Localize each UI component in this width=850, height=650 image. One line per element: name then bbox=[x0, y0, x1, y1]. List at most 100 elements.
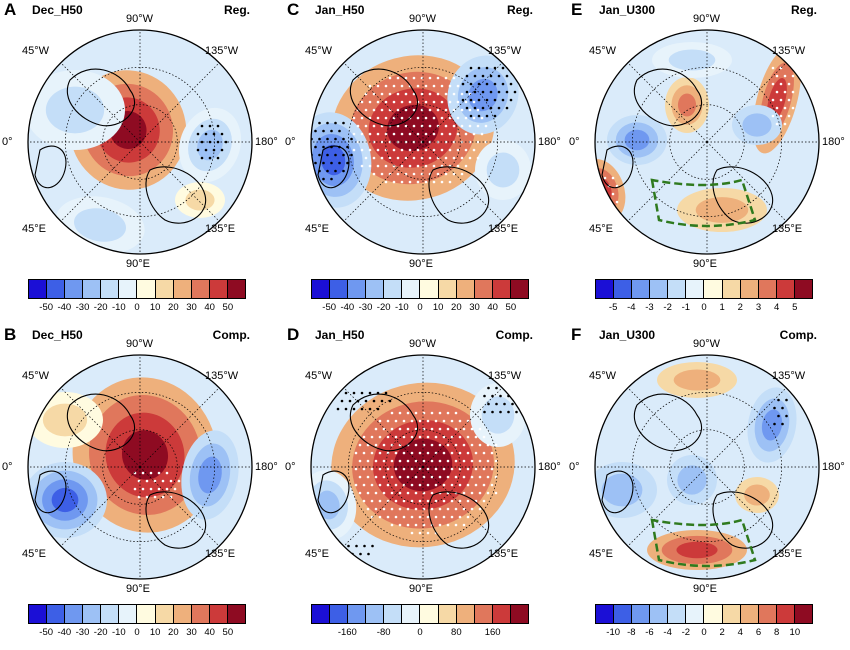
longitude-label: 90°W bbox=[409, 338, 437, 350]
colorbar-swatch bbox=[456, 605, 475, 623]
colorbar-swatch bbox=[191, 605, 210, 623]
colorbar-swatch bbox=[614, 280, 633, 298]
colorbar-swatch bbox=[492, 280, 511, 298]
panel-letter: D bbox=[287, 325, 300, 344]
colorbar-tick-label: 1 bbox=[719, 302, 725, 313]
anomaly-contour bbox=[677, 465, 707, 495]
colorbar-swatch bbox=[119, 605, 138, 623]
longitude-label: 180° bbox=[822, 461, 845, 473]
colorbar-tick-label: 0 bbox=[701, 627, 707, 638]
colorbar bbox=[28, 604, 246, 624]
colorbar-swatch bbox=[402, 280, 421, 298]
colorbar-tick-label: 20 bbox=[168, 627, 179, 638]
colorbar-swatch bbox=[366, 605, 385, 623]
colorbar-tick-label: -4 bbox=[627, 302, 636, 313]
colorbar-swatch bbox=[209, 280, 228, 298]
colorbar-swatch bbox=[312, 605, 331, 623]
colorbar-tick-label: -20 bbox=[93, 302, 108, 313]
colorbar-tick-label: 10 bbox=[149, 302, 161, 313]
colorbar-swatch bbox=[614, 605, 633, 623]
colorbar-tick-label: -10 bbox=[111, 302, 126, 313]
longitude-label: 45°E bbox=[305, 548, 329, 560]
colorbar-swatch bbox=[596, 280, 615, 298]
longitude-label: 180° bbox=[538, 136, 561, 148]
longitude-label: 45°W bbox=[305, 370, 333, 382]
colorbar-tick-label: 2 bbox=[737, 302, 743, 313]
colorbar-swatch bbox=[65, 605, 84, 623]
colorbar-tick-label: 5 bbox=[792, 302, 798, 313]
colorbar-swatch bbox=[740, 280, 759, 298]
coastline bbox=[34, 68, 207, 224]
anomaly-contour bbox=[320, 144, 346, 176]
colorbar-tick-label: -5 bbox=[608, 302, 618, 313]
anomaly-contour bbox=[668, 49, 716, 71]
colorbar-swatch bbox=[47, 605, 66, 623]
panel-method-label: Reg. bbox=[790, 3, 817, 17]
colorbar-swatch bbox=[83, 280, 102, 298]
anomaly-contour bbox=[677, 93, 697, 117]
panel-method-label: Comp. bbox=[495, 328, 533, 342]
colorbar-tick-label: 10 bbox=[432, 302, 444, 313]
colorbar-swatch bbox=[686, 605, 705, 623]
colorbar-swatch bbox=[668, 605, 687, 623]
colorbar-tick-label: 2 bbox=[719, 627, 725, 638]
colorbar-swatch bbox=[510, 605, 528, 623]
colorbar-swatch bbox=[668, 280, 687, 298]
colorbar bbox=[311, 279, 529, 299]
colorbar-swatch bbox=[596, 605, 615, 623]
colorbar-tick-label: -40 bbox=[340, 302, 355, 313]
anomaly-contour bbox=[742, 113, 772, 137]
colorbar-tick-label: 40 bbox=[204, 302, 215, 313]
longitude-label: 135°E bbox=[205, 223, 236, 235]
longitude-label: 45°E bbox=[22, 223, 46, 235]
colorbar-swatch bbox=[402, 605, 421, 623]
colorbar-swatch bbox=[312, 280, 331, 298]
colorbar-tick-label: 40 bbox=[204, 627, 215, 638]
colorbar-swatch bbox=[227, 280, 245, 298]
colorbar-tick-label: 80 bbox=[451, 627, 462, 638]
sector-box bbox=[650, 178, 757, 228]
colorbar-swatch bbox=[119, 280, 138, 298]
polar-map bbox=[594, 29, 820, 255]
colorbar-swatch bbox=[420, 605, 439, 623]
longitude-label: 45°E bbox=[589, 548, 613, 560]
coastline bbox=[34, 393, 207, 549]
panel-f: F Jan_U300 Comp. 90°W 45°W 135°W 0° 180° 45°E 135… bbox=[567, 325, 847, 650]
colorbar-tick-label: 30 bbox=[186, 302, 197, 313]
coastline bbox=[317, 393, 490, 549]
colorbar-swatch bbox=[510, 280, 528, 298]
longitude-label: 45°W bbox=[589, 45, 617, 57]
anomaly-contour bbox=[198, 456, 222, 494]
colorbar-swatch bbox=[137, 280, 156, 298]
colorbar bbox=[28, 279, 246, 299]
colorbar-tick-label: 10 bbox=[149, 627, 161, 638]
colorbar-swatch bbox=[330, 280, 349, 298]
panel-variable-title: Dec_H50 bbox=[32, 3, 83, 17]
colorbar-swatch bbox=[704, 605, 723, 623]
colorbar-swatch bbox=[474, 605, 493, 623]
colorbar-tick-label: -80 bbox=[376, 627, 391, 638]
longitude-label: 135°W bbox=[205, 45, 239, 57]
longitude-label: 135°E bbox=[488, 223, 519, 235]
colorbar-tick-label: 30 bbox=[186, 627, 197, 638]
longitude-label: 90°E bbox=[693, 583, 717, 595]
colorbar-swatch bbox=[758, 280, 777, 298]
colorbar-swatch bbox=[686, 280, 705, 298]
colorbar-swatch bbox=[191, 280, 210, 298]
coastline bbox=[317, 68, 490, 224]
colorbar-swatch bbox=[776, 605, 795, 623]
colorbar-swatch bbox=[348, 605, 367, 623]
colorbar-tick-label: 50 bbox=[505, 302, 517, 313]
panel-letter: F bbox=[571, 325, 582, 344]
panel-variable-title: Jan_H50 bbox=[315, 3, 365, 17]
colorbar-swatch bbox=[101, 280, 120, 298]
colorbar-swatch bbox=[384, 280, 403, 298]
longitude-label: 90°E bbox=[126, 258, 150, 270]
longitude-label: 135°W bbox=[488, 45, 522, 57]
colorbar-swatch bbox=[650, 280, 669, 298]
panel-d: D Jan_H50 Comp. 90°W 45°W 135°W 0° 180° 45°E 135°… bbox=[283, 325, 563, 650]
longitude-label: 135°E bbox=[772, 548, 803, 560]
longitude-label: 135°W bbox=[772, 45, 806, 57]
colorbar-swatch bbox=[384, 605, 403, 623]
colorbar-tick-label: -3 bbox=[645, 302, 654, 313]
